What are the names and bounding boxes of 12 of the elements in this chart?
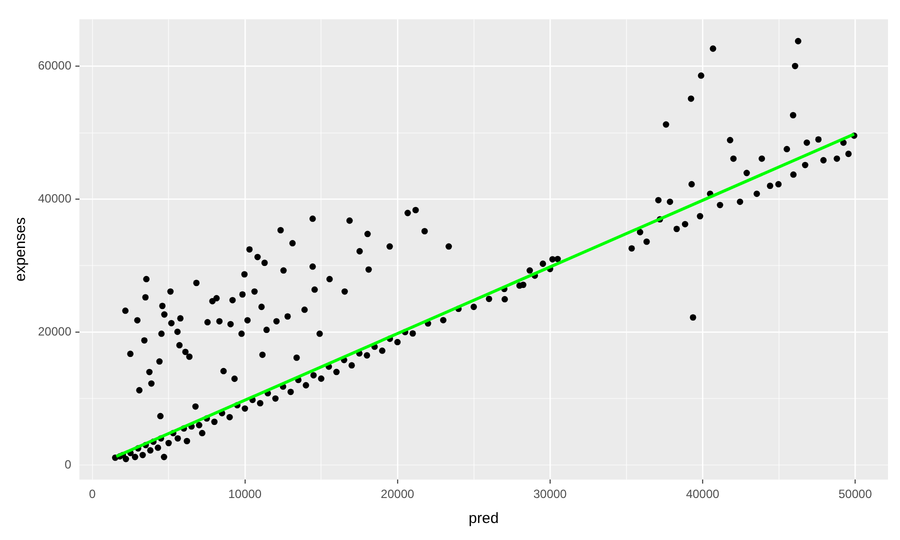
- y-tick-label: 20000: [38, 324, 72, 338]
- x-tick-label: 50000: [838, 487, 872, 502]
- y-tick-label: 40000: [38, 192, 72, 206]
- x-tick-label: 40000: [686, 487, 720, 502]
- y-axis-title: expenses: [12, 217, 30, 282]
- x-tick-label: 20000: [380, 487, 414, 502]
- x-tick-label: 0: [88, 487, 96, 502]
- y-tick-label: 60000: [38, 58, 72, 73]
- x-tick-label: 30000: [533, 487, 568, 502]
- x-tick-label: 10000: [228, 487, 262, 502]
- y-tick-label: 0: [64, 457, 72, 472]
- x-axis-title: pred: [468, 510, 499, 528]
